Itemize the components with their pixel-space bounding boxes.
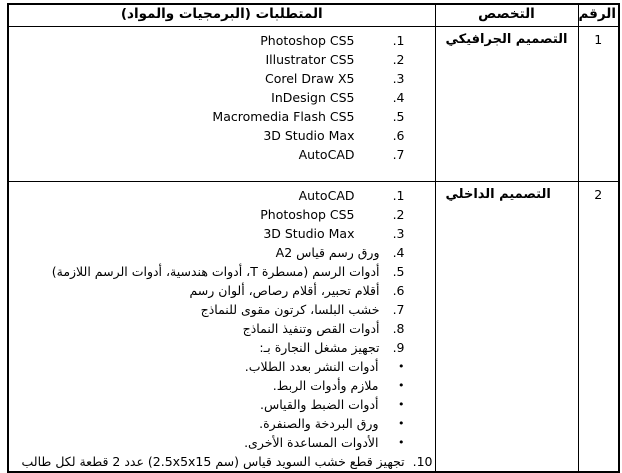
item-text: Photoshop CS5 — [260, 32, 355, 48]
list-item: 7. خشب البلسا، كرتون مقوى للنماذج — [11, 300, 405, 319]
header-number: الرقم — [577, 3, 620, 27]
item-text: 3D Studio Max — [263, 127, 355, 143]
item-marker: • — [398, 435, 405, 449]
item-marker: 10. — [412, 453, 433, 469]
list-item: 4. InDesign CS5 — [11, 88, 405, 107]
list-item: 6. 3D Studio Max — [11, 126, 405, 145]
list-item: 1. AutoCAD — [11, 186, 405, 205]
item-text: أدوات الرسم (مسطرة T، أدوات هندسية، أدوا… — [51, 263, 380, 279]
list-item: 3. 3D Studio Max — [11, 224, 405, 243]
item-marker: • — [398, 359, 405, 373]
item-marker: 3. — [392, 70, 405, 86]
item-marker: 7. — [392, 146, 405, 162]
item-text: الأدوات المساعدة الأخرى. — [244, 434, 379, 450]
header-requirements: المتطلبات (البرمجيات والمواد) — [7, 3, 436, 27]
row-number: 1 — [577, 25, 620, 182]
item-marker: 2. — [392, 51, 405, 67]
specialization-name: التصميم الجرافيكي — [434, 25, 579, 182]
table-row-interior-design: 2 التصميم الداخلي 1. AutoCAD 2. Photosho… — [7, 180, 620, 472]
requirements-list: 1. AutoCAD 2. Photoshop CS5 3. 3D Studio… — [9, 182, 435, 471]
item-marker: 5. — [392, 108, 405, 124]
header-row: الرقم التخصص المتطلبات (البرمجيات والموا… — [7, 3, 620, 27]
item-text: Macromedia Flash CS5 — [212, 108, 355, 124]
list-item: 4. ورق رسم قياس A2 — [11, 243, 405, 262]
list-item: • ورق البردخة والصنفرة. — [11, 414, 405, 433]
item-text: أدوات القص وتنفيذ النماذج — [242, 320, 380, 336]
list-item: 9. تجهيز مشغل النجارة بـ: — [11, 338, 405, 357]
list-item: 1. Photoshop CS5 — [11, 31, 405, 50]
list-item: 8. أدوات القص وتنفيذ النماذج — [11, 319, 405, 338]
requirements-table: الرقم التخصص المتطلبات (البرمجيات والموا… — [7, 3, 620, 473]
item-text: ورق البردخة والصنفرة. — [259, 415, 379, 431]
item-text: Corel Draw X5 — [264, 70, 355, 86]
item-text: Photoshop CS5 — [260, 206, 355, 222]
specialization-name: التصميم الداخلي — [434, 180, 579, 472]
list-item: 7. AutoCAD — [11, 145, 405, 164]
requirements-cell: 1. AutoCAD 2. Photoshop CS5 3. 3D Studio… — [7, 180, 436, 472]
item-marker: 5. — [392, 263, 405, 279]
item-marker: • — [398, 397, 405, 411]
list-item: • أدوات النشر بعدد الطلاب. — [11, 357, 405, 376]
item-marker: 7. — [392, 301, 405, 317]
item-text: Illustrator CS5 — [265, 51, 355, 67]
list-item: 2. Photoshop CS5 — [11, 205, 405, 224]
list-item: 3. Corel Draw X5 — [11, 69, 405, 88]
item-marker: 6. — [392, 127, 405, 143]
list-item: • الأدوات المساعدة الأخرى. — [11, 433, 405, 452]
requirements-cell: 1. Photoshop CS5 2. Illustrator CS5 3. C… — [7, 25, 436, 182]
item-text: 3D Studio Max — [263, 225, 355, 241]
list-item: 5. أدوات الرسم (مسطرة T، أدوات هندسية، أ… — [11, 262, 405, 281]
item-text: ملازم وأدوات الربط. — [272, 377, 379, 393]
item-marker: 3. — [392, 225, 405, 241]
list-item: 5. Macromedia Flash CS5 — [11, 107, 405, 126]
item-text: خشب البلسا، كرتون مقوى للنماذج — [200, 301, 380, 317]
item-text: أقلام تحبير، أقلام رصاص، ألوان رسم — [189, 282, 380, 298]
item-text: أدوات النشر بعدد الطلاب. — [244, 358, 379, 374]
item-marker: 9. — [392, 339, 405, 355]
item-marker: • — [398, 378, 405, 392]
list-item: • أدوات الضبط والقياس. — [11, 395, 405, 414]
item-marker: 4. — [392, 89, 405, 105]
list-item: 2. Illustrator CS5 — [11, 50, 405, 69]
item-marker: 4. — [392, 244, 405, 260]
row-number: 2 — [577, 180, 620, 472]
item-marker: 6. — [392, 282, 405, 298]
list-item: 10. تجهيز قطع خشب السويد قياس ‪(2.5x5x15… — [11, 452, 433, 471]
item-text: InDesign CS5 — [271, 89, 355, 105]
item-text: AutoCAD — [298, 146, 355, 162]
table-row-graphic-design: 1 التصميم الجرافيكي 1. Photoshop CS5 2. … — [7, 25, 620, 182]
item-marker: 2. — [392, 206, 405, 222]
item-marker: 1. — [392, 187, 405, 203]
item-marker: 8. — [392, 320, 405, 336]
requirements-list: 1. Photoshop CS5 2. Illustrator CS5 3. C… — [9, 27, 435, 164]
item-text: AutoCAD — [298, 187, 355, 203]
list-item: • ملازم وأدوات الربط. — [11, 376, 405, 395]
item-text: ورق رسم قياس A2 — [275, 244, 380, 260]
item-marker: • — [398, 416, 405, 430]
item-marker: 1. — [392, 32, 405, 48]
list-item: 6. أقلام تحبير، أقلام رصاص، ألوان رسم — [11, 281, 405, 300]
item-text: تجهيز قطع خشب السويد قياس ‪(2.5x5x15 سم)… — [21, 453, 405, 469]
header-specialization: التخصص — [434, 3, 579, 27]
item-text: تجهيز مشغل النجارة بـ: — [259, 339, 380, 355]
item-text: أدوات الضبط والقياس. — [260, 396, 379, 412]
